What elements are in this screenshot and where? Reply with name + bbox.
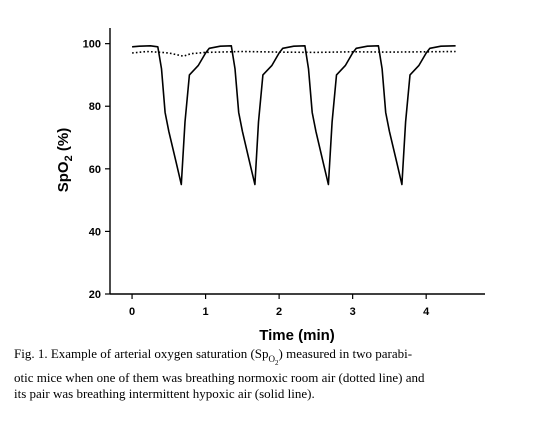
series-line-dotted (132, 50, 456, 58)
x-tick-label: 1 (203, 306, 209, 318)
figure-caption: Fig. 1. Example of arterial oxygen satur… (14, 346, 536, 402)
y-tick-label: 40 (89, 226, 101, 238)
caption-line-1-start: Fig. 1. Example of arterial oxygen satur… (14, 346, 269, 361)
y-axis-title-subscript: 2 (63, 155, 75, 161)
chart-axes (109, 28, 485, 295)
y-axis-title-unit: (%) (55, 128, 72, 156)
chart-series (132, 45, 456, 186)
caption-subscript: O2 (268, 353, 279, 367)
caption-subscript-number: 2 (275, 358, 279, 367)
x-tick-label: 3 (350, 306, 356, 318)
series-line-solid (132, 45, 456, 186)
y-tick-label: 100 (83, 39, 101, 51)
x-axis-ticks: 0 1 2 3 4 (129, 294, 430, 318)
caption-line-1-end: ) measured in two parabi- (278, 346, 413, 361)
x-tick-label: 2 (276, 306, 282, 318)
y-axis-title: SpO2 (%) (55, 128, 75, 192)
y-tick-label: 80 (89, 101, 101, 113)
y-tick-label: 20 (89, 289, 101, 301)
caption-line-1: Fig. 1. Example of arterial oxygen satur… (14, 346, 536, 370)
x-axis-title: Time (min) (259, 327, 335, 344)
caption-subscript-letter: O (268, 353, 276, 364)
x-tick-label: 0 (129, 306, 135, 318)
caption-line-3: its pair was breathing intermittent hypo… (14, 386, 315, 402)
y-axis-ticks: 20 40 60 80 100 (83, 39, 110, 301)
y-axis-title-main: SpO (55, 161, 72, 192)
caption-line-2: otic mice when one of them was breathing… (14, 370, 425, 386)
x-tick-label: 4 (423, 306, 430, 318)
y-tick-label: 60 (89, 164, 101, 176)
